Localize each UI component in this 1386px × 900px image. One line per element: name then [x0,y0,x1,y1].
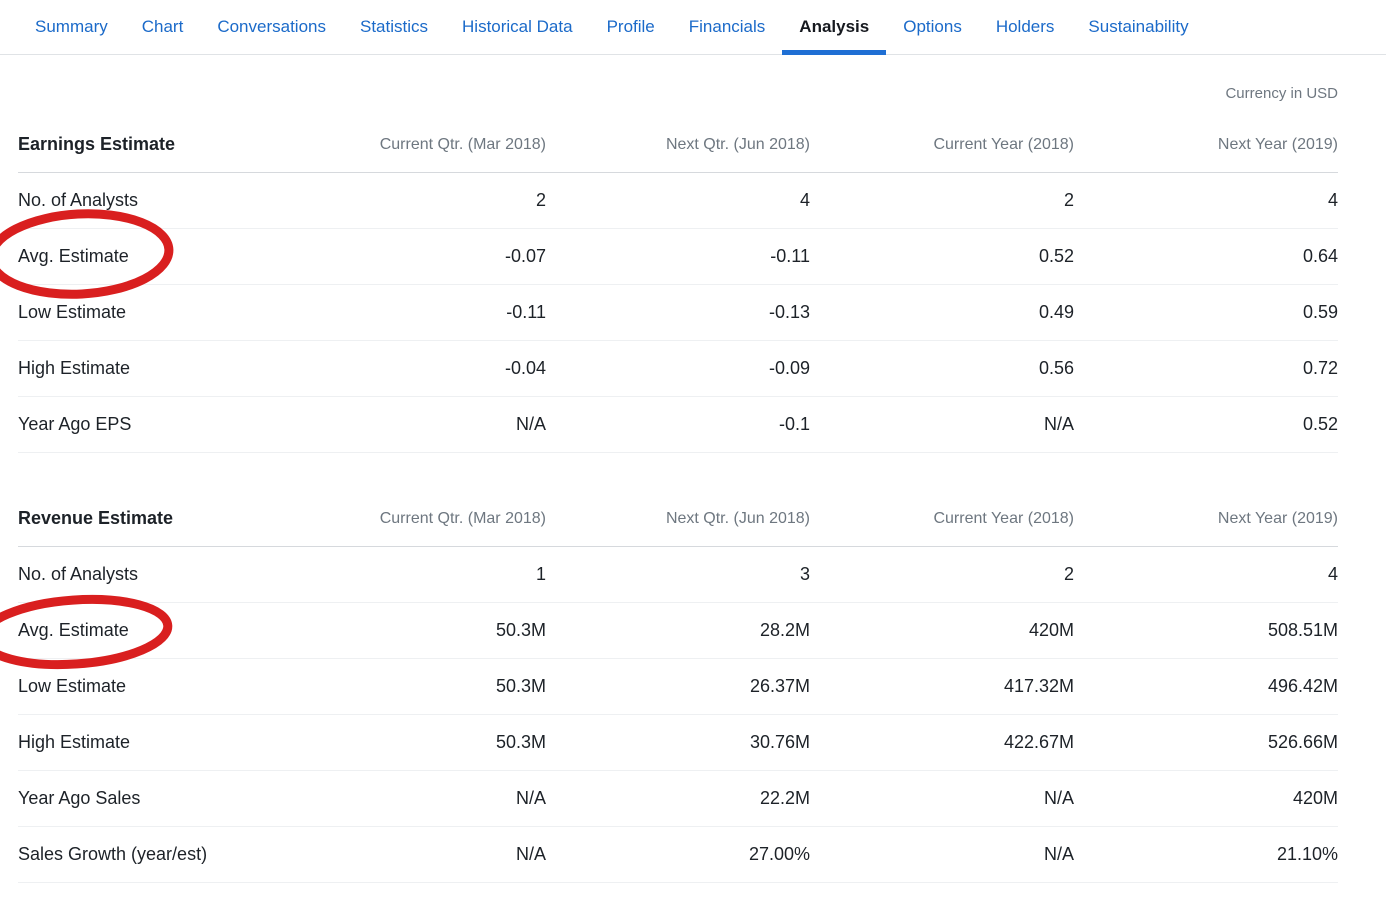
cell-value: 4 [1074,546,1338,603]
cell-value: N/A [282,770,546,827]
cell-value: -0.11 [282,284,546,341]
cell-value: 0.49 [810,284,1074,341]
column-header: Current Qtr. (Mar 2018) [282,491,546,547]
cell-value: 22.2M [546,770,810,827]
tab-sustainability[interactable]: Sustainability [1088,17,1189,36]
column-header: Next Qtr. (Jun 2018) [546,491,810,547]
cell-value: N/A [810,396,1074,453]
row-label: Sales Growth (year/est) [18,826,282,883]
row-label: Low Estimate [18,658,282,715]
tab-statistics[interactable]: Statistics [359,17,429,36]
column-header: Current Year (2018) [810,117,1074,173]
row-label: No. of Analysts [18,172,282,229]
table-row: High Estimate 50.3M 30.76M 422.67M 526.66M [18,714,1338,771]
column-header: Current Year (2018) [810,491,1074,547]
table-row: Low Estimate -0.11 -0.13 0.49 0.59 [18,284,1338,341]
table-row: Year Ago EPS N/A -0.1 N/A 0.52 [18,396,1338,453]
table-row: Low Estimate 50.3M 26.37M 417.32M 496.42M [18,658,1338,715]
row-label: Avg. Estimate [18,602,282,659]
analysis-page: Currency in USD Earnings Estimate Current… [0,85,1386,883]
cell-value: 422.67M [810,714,1074,771]
row-label: Low Estimate [18,284,282,341]
cell-value: 4 [1074,172,1338,229]
tab-chart[interactable]: Chart [141,17,184,36]
tab-holders[interactable]: Holders [995,17,1055,36]
cell-value: 0.56 [810,340,1074,397]
cell-value: 0.72 [1074,340,1338,397]
cell-value: 2 [810,172,1074,229]
row-label: High Estimate [18,714,282,771]
table-row: Year Ago Sales N/A 22.2M N/A 420M [18,770,1338,827]
cell-value: 3 [546,546,810,603]
currency-note: Currency in USD [1225,85,1338,102]
tab-conversations[interactable]: Conversations [217,17,326,36]
tab-bar: Summary Chart Conversations Statistics Histo… [0,0,1386,55]
cell-value: N/A [282,826,546,883]
earnings-estimate-table: Earnings Estimate Current Qtr. (Mar 2018)… [18,117,1338,453]
cell-value: -0.09 [546,340,810,397]
row-label: Avg. Estimate [18,228,282,285]
cell-value: 420M [1074,770,1338,827]
cell-value: 28.2M [546,602,810,659]
cell-value: -0.1 [546,396,810,453]
column-header: Next Qtr. (Jun 2018) [546,117,810,173]
cell-value: N/A [810,826,1074,883]
cell-value: 50.3M [282,714,546,771]
cell-value: 1 [282,546,546,603]
cell-value: -0.11 [546,228,810,285]
tab-financials[interactable]: Financials [688,17,766,36]
column-header: Current Qtr. (Mar 2018) [282,117,546,173]
cell-value: 508.51M [1074,602,1338,659]
tab-analysis[interactable]: Analysis [782,0,887,55]
cell-value: -0.04 [282,340,546,397]
row-label: High Estimate [18,340,282,397]
tab-summary[interactable]: Summary [35,17,108,36]
tab-options[interactable]: Options [903,17,962,36]
cell-value: 0.52 [810,228,1074,285]
cell-value: 2 [282,172,546,229]
cell-value: 27.00% [546,826,810,883]
row-label: Year Ago EPS [18,396,282,453]
table-title: Revenue Estimate [18,491,282,547]
row-label: No. of Analysts [18,546,282,603]
cell-value: 0.64 [1074,228,1338,285]
cell-value: 21.10% [1074,826,1338,883]
column-header: Next Year (2019) [1074,491,1338,547]
revenue-estimate-table: Revenue Estimate Current Qtr. (Mar 2018) N… [18,491,1338,883]
tab-profile[interactable]: Profile [606,17,655,36]
table-row: High Estimate -0.04 -0.09 0.56 0.72 [18,340,1338,397]
table-row: Sales Growth (year/est) N/A 27.00% N/A 21.10… [18,826,1338,883]
cell-value: 50.3M [282,658,546,715]
row-label: Year Ago Sales [18,770,282,827]
table-row: No. of Analysts 2 4 2 4 [18,172,1338,229]
table-row: No. of Analysts 1 3 2 4 [18,546,1338,603]
cell-value: N/A [282,396,546,453]
table-header-row: Earnings Estimate Current Qtr. (Mar 2018)… [18,117,1338,173]
cell-value: 2 [810,546,1074,603]
table-row: Avg. Estimate 50.3M 28.2M 420M 508.51M [18,602,1338,659]
cell-value: 0.52 [1074,396,1338,453]
column-header: Next Year (2019) [1074,117,1338,173]
cell-value: N/A [810,770,1074,827]
cell-value: 0.59 [1074,284,1338,341]
cell-value: 50.3M [282,602,546,659]
cell-value: 496.42M [1074,658,1338,715]
table-header-row: Revenue Estimate Current Qtr. (Mar 2018) N… [18,491,1338,547]
cell-value: 420M [810,602,1074,659]
cell-value: 4 [546,172,810,229]
cell-value: 526.66M [1074,714,1338,771]
cell-value: 30.76M [546,714,810,771]
cell-value: -0.13 [546,284,810,341]
cell-value: 26.37M [546,658,810,715]
table-row: Avg. Estimate -0.07 -0.11 0.52 0.64 [18,228,1338,285]
cell-value: -0.07 [282,228,546,285]
tab-historical-data[interactable]: Historical Data [462,17,573,36]
table-title: Earnings Estimate [18,117,282,173]
cell-value: 417.32M [810,658,1074,715]
